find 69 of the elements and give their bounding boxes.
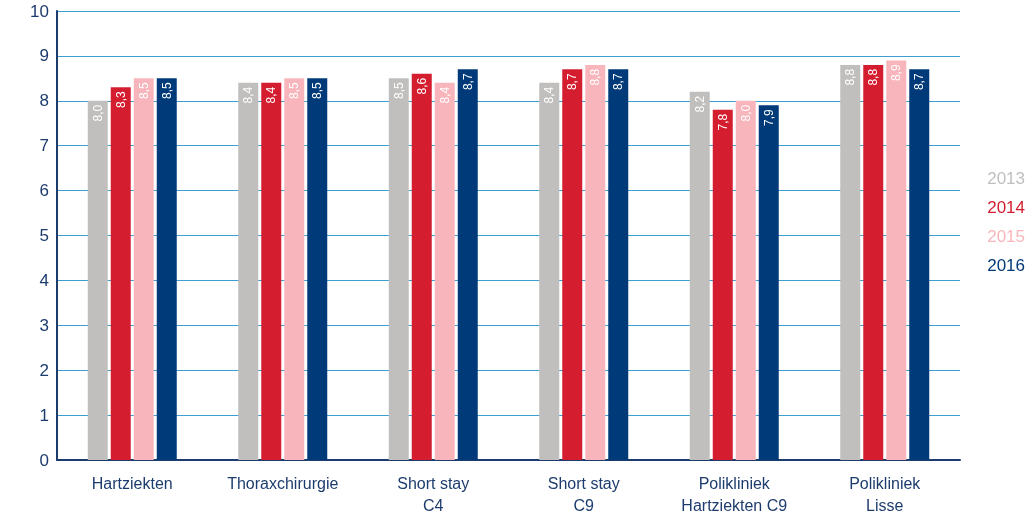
data-label: 8,3 [113, 91, 128, 109]
bar [133, 78, 154, 460]
data-label: 7,9 [761, 108, 776, 126]
bar [840, 64, 861, 460]
bar [261, 82, 282, 460]
y-tick-label: 8 [39, 91, 49, 111]
text: 2016 [987, 256, 1026, 275]
data-label: 8,5 [287, 82, 302, 100]
data-label: 8,4 [437, 86, 452, 104]
bar [735, 100, 756, 460]
text: 2013 [987, 169, 1026, 188]
bar [388, 78, 409, 460]
bar [238, 82, 259, 460]
x-tick-label: Polikliniek Hartziekten C9 [681, 474, 788, 514]
y-tick-label: 4 [39, 270, 49, 290]
x-tick-label: Thoraxchirurgie [227, 474, 339, 492]
bar [689, 91, 710, 460]
bar [863, 64, 884, 460]
data-label: 8,5 [159, 82, 174, 100]
x-tick-label: Hartziekten [91, 474, 173, 492]
bar [87, 100, 108, 460]
data-label: 8,7 [912, 73, 927, 91]
bar [712, 109, 733, 460]
x-tick-label: Polikliniek Lisse [849, 474, 922, 514]
y-tick-label: 9 [39, 46, 49, 66]
bar [909, 69, 930, 460]
data-label: 8,7 [565, 73, 580, 91]
text: 2014 [987, 198, 1026, 217]
bar [539, 82, 560, 460]
bar [307, 78, 328, 460]
bar [284, 78, 305, 460]
y-tick-label: 6 [39, 181, 49, 201]
y-tick-label: 2 [39, 360, 49, 380]
bar [457, 69, 478, 460]
bar [562, 69, 583, 460]
bar [585, 64, 606, 460]
bar [110, 87, 131, 460]
data-label: 8,8 [866, 68, 881, 86]
bar [758, 105, 779, 460]
data-label: 8,8 [843, 68, 858, 86]
bar [608, 69, 629, 460]
data-label: 8,9 [889, 64, 904, 82]
data-label: 8,4 [241, 86, 256, 104]
bar [886, 60, 907, 460]
data-label: 7,8 [715, 113, 730, 131]
data-label: 8,4 [542, 86, 557, 104]
data-label: 8,0 [738, 104, 753, 122]
data-label: 8,7 [460, 73, 475, 91]
data-label: 8,5 [391, 82, 406, 100]
x-tick-label: Short stay C9 [547, 474, 620, 514]
data-label: 8,2 [692, 95, 707, 113]
y-tick-label: 10 [30, 1, 49, 21]
bar [156, 78, 177, 460]
y-tick-label: 5 [39, 226, 49, 245]
y-tick-label: 3 [39, 315, 49, 335]
y-tick-label: 0 [39, 450, 49, 470]
data-label: 8,0 [90, 104, 105, 122]
data-label: 8,7 [611, 73, 626, 91]
text: 2015 [987, 227, 1026, 246]
data-label: 8,5 [136, 82, 151, 100]
data-label: 8,6 [414, 77, 429, 95]
y-tick-label: 1 [39, 405, 49, 425]
data-label: 8,4 [264, 86, 279, 104]
bar [411, 73, 432, 460]
data-label: 8,8 [588, 68, 603, 86]
x-tick-label: Short stay C4 [397, 474, 470, 514]
bar [434, 82, 455, 460]
data-label: 8,5 [310, 82, 325, 100]
y-tick-label: 7 [39, 136, 49, 156]
